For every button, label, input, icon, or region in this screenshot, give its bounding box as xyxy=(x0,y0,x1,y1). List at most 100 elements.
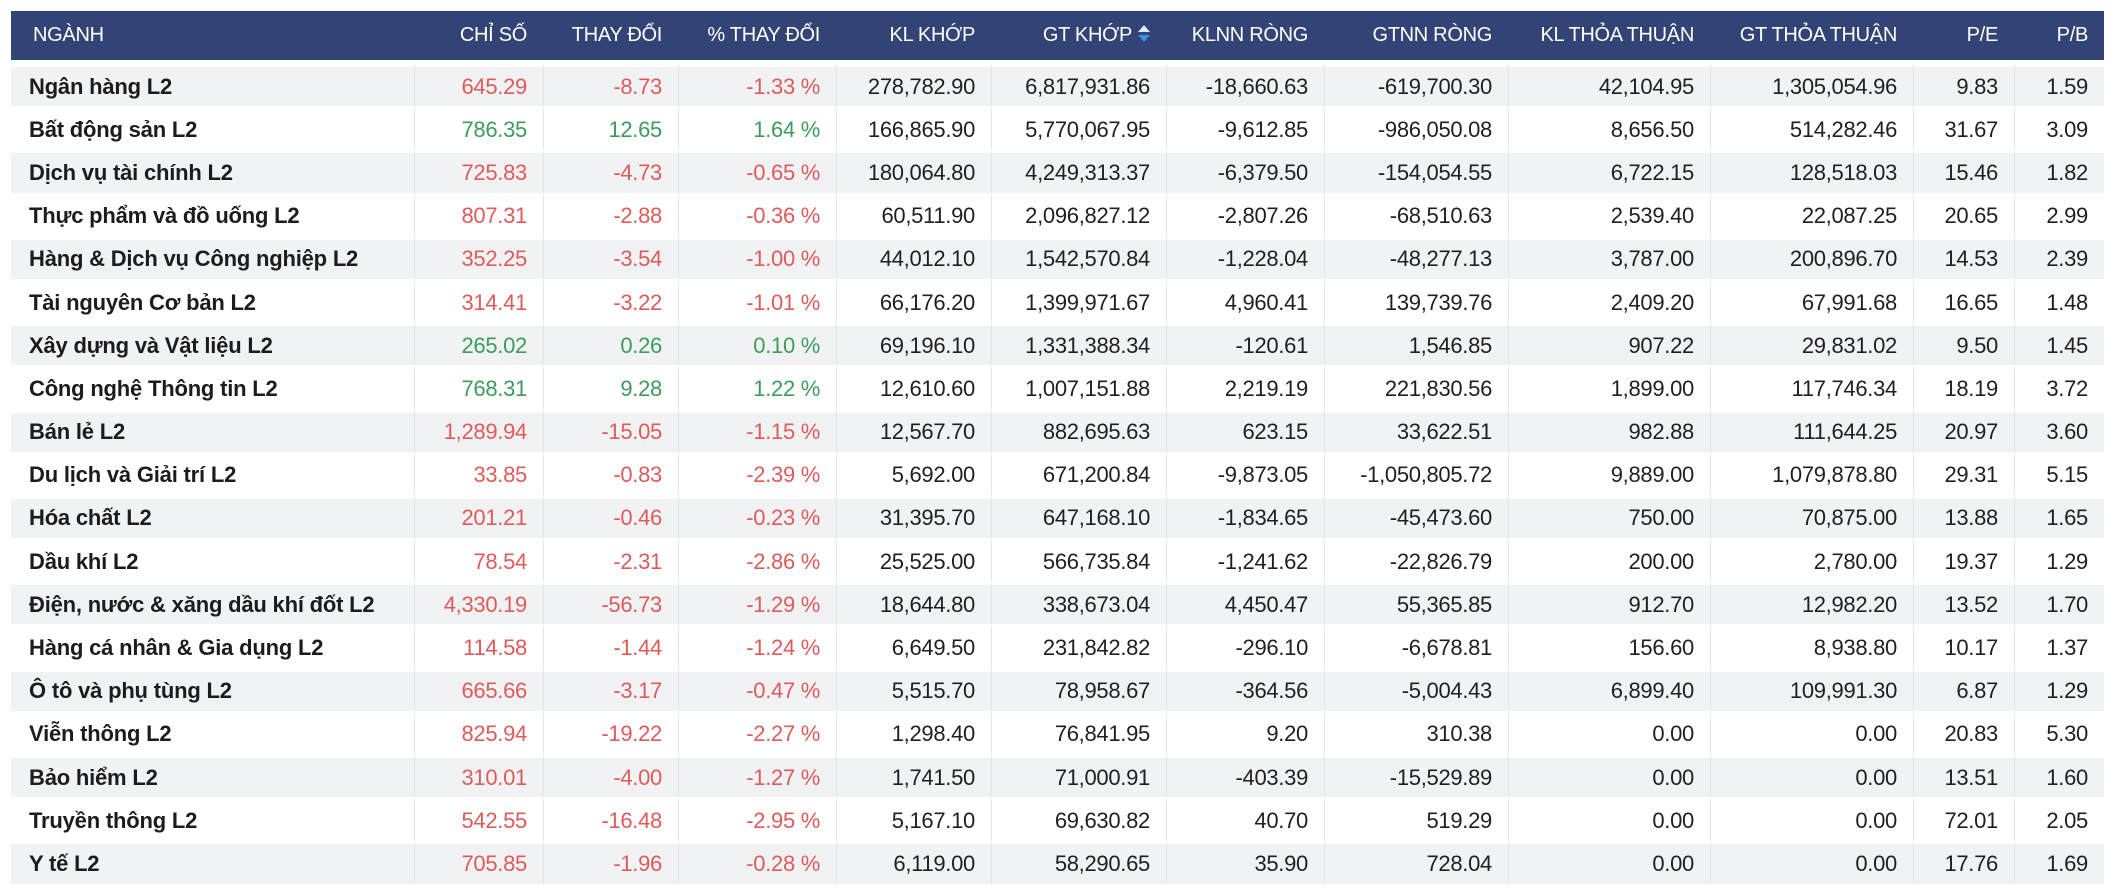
column-header-gtnn-rong[interactable]: GTNN RÒNG xyxy=(1324,11,1508,63)
gtnn-rong-value: -1,050,805.72 xyxy=(1324,451,1508,495)
table-row[interactable]: Ngân hàng L2 645.29 -8.73 -1.33 % 278,78… xyxy=(11,63,2104,107)
table-row[interactable]: Dịch vụ tài chính L2 725.83 -4.73 -0.65 … xyxy=(11,149,2104,193)
sector-name[interactable]: Y tế L2 xyxy=(11,840,414,884)
sector-name[interactable]: Ngân hàng L2 xyxy=(11,63,414,107)
sector-name[interactable]: Xây dựng và Vật liệu L2 xyxy=(11,322,414,366)
table-row[interactable]: Truyền thông L2 542.55 -16.48 -2.95 % 5,… xyxy=(11,797,2104,841)
pct-change-value: -2.27 % xyxy=(678,710,836,754)
sector-name[interactable]: Thực phẩm và đồ uống L2 xyxy=(11,192,414,236)
pb-value: 2.99 xyxy=(2014,192,2104,236)
index-value: 705.85 xyxy=(414,840,543,884)
sector-name[interactable]: Công nghệ Thông tin L2 xyxy=(11,365,414,409)
sector-name[interactable]: Bảo hiểm L2 xyxy=(11,754,414,798)
pb-value: 1.69 xyxy=(2014,840,2104,884)
gtnn-rong-value: 221,830.56 xyxy=(1324,365,1508,409)
table-row[interactable]: Hóa chất L2 201.21 -0.46 -0.23 % 31,395.… xyxy=(11,494,2104,539)
table-row[interactable]: Y tế L2 705.85 -1.96 -0.28 % 6,119.00 58… xyxy=(11,840,2104,884)
sector-name[interactable]: Ô tô và phụ tùng L2 xyxy=(11,667,414,711)
gt-thoa-thuan-value: 29,831.02 xyxy=(1710,322,1913,366)
sector-name[interactable]: Truyền thông L2 xyxy=(11,797,414,841)
column-header-nganh[interactable]: NGÀNH xyxy=(11,11,414,63)
pe-value: 20.97 xyxy=(1913,408,2014,452)
sector-name[interactable]: Bán lẻ L2 xyxy=(11,408,414,452)
sort-desc-icon[interactable] xyxy=(1138,24,1150,43)
pe-value: 20.83 xyxy=(1913,710,2014,754)
table-row[interactable]: Tài nguyên Cơ bản L2 314.41 -3.22 -1.01 … xyxy=(11,278,2104,323)
column-header-pe[interactable]: P/E xyxy=(1913,11,2014,63)
gt-khop-value: 882,695.63 xyxy=(991,408,1166,452)
column-header-kl-thoa-thuan[interactable]: KL THỎA THUẬN xyxy=(1508,11,1710,63)
kl-khop-value: 6,119.00 xyxy=(836,840,991,884)
kl-thoa-thuan-value: 2,409.20 xyxy=(1508,278,1710,323)
kl-thoa-thuan-value: 156.60 xyxy=(1508,624,1710,668)
index-value: 201.21 xyxy=(414,494,543,539)
table-row[interactable]: Bán lẻ L2 1,289.94 -15.05 -1.15 % 12,567… xyxy=(11,408,2104,452)
sector-name[interactable]: Viễn thông L2 xyxy=(11,710,414,754)
gt-thoa-thuan-value: 22,087.25 xyxy=(1710,192,1913,236)
gtnn-rong-value: -15,529.89 xyxy=(1324,754,1508,798)
column-header-label: GT THỎA THUẬN xyxy=(1739,24,1898,46)
gtnn-rong-value: 728.04 xyxy=(1324,840,1508,884)
column-header-pct-thay-doi[interactable]: % THAY ĐỔI xyxy=(678,11,836,63)
column-header-label: GTNN RÒNG xyxy=(1372,24,1492,46)
sector-name[interactable]: Điện, nước & xăng dầu khí đốt L2 xyxy=(11,581,414,625)
table-header-row: NGÀNH CHỈ SỐ THAY ĐỔI % THAY ĐỔI KL KHỚP… xyxy=(11,11,2104,63)
table-row[interactable]: Ô tô và phụ tùng L2 665.66 -3.17 -0.47 %… xyxy=(11,667,2104,711)
sector-name[interactable]: Bất động sản L2 xyxy=(11,106,414,150)
column-header-kl-khop[interactable]: KL KHỚP xyxy=(836,11,991,63)
column-header-label: KLNN RÒNG xyxy=(1191,24,1309,46)
pb-value: 2.39 xyxy=(2014,235,2104,279)
table-row[interactable]: Thực phẩm và đồ uống L2 807.31 -2.88 -0.… xyxy=(11,192,2104,236)
column-header-chi-so[interactable]: CHỈ SỐ xyxy=(414,11,543,63)
kl-khop-value: 5,692.00 xyxy=(836,451,991,495)
column-header-klnn-rong[interactable]: KLNN RÒNG xyxy=(1166,11,1324,63)
table-row[interactable]: Điện, nước & xăng dầu khí đốt L2 4,330.1… xyxy=(11,581,2104,625)
change-value: -16.48 xyxy=(543,797,678,841)
sector-name[interactable]: Dầu khí L2 xyxy=(11,538,414,582)
table-row[interactable]: Bảo hiểm L2 310.01 -4.00 -1.27 % 1,741.5… xyxy=(11,754,2104,798)
column-header-gt-thoa-thuan[interactable]: GT THỎA THUẬN xyxy=(1710,11,1913,63)
table-row[interactable]: Du lịch và Giải trí L2 33.85 -0.83 -2.39… xyxy=(11,451,2104,495)
table-row[interactable]: Công nghệ Thông tin L2 768.31 9.28 1.22 … xyxy=(11,365,2104,409)
klnn-rong-value: 623.15 xyxy=(1166,408,1324,452)
gtnn-rong-value: -22,826.79 xyxy=(1324,538,1508,582)
change-value: -1.96 xyxy=(543,840,678,884)
column-header-pb[interactable]: P/B xyxy=(2014,11,2104,63)
gt-khop-value: 2,096,827.12 xyxy=(991,192,1166,236)
gt-thoa-thuan-value: 12,982.20 xyxy=(1710,581,1913,625)
gt-thoa-thuan-value: 0.00 xyxy=(1710,754,1913,798)
sector-name[interactable]: Hóa chất L2 xyxy=(11,494,414,539)
table-row[interactable]: Viễn thông L2 825.94 -19.22 -2.27 % 1,29… xyxy=(11,710,2104,754)
kl-thoa-thuan-value: 907.22 xyxy=(1508,322,1710,366)
column-header-label: % THAY ĐỔI xyxy=(707,24,820,46)
sector-name[interactable]: Hàng & Dịch vụ Công nghiệp L2 xyxy=(11,235,414,279)
gt-thoa-thuan-value: 200,896.70 xyxy=(1710,235,1913,279)
index-value: 78.54 xyxy=(414,538,543,582)
gtnn-rong-value: -6,678.81 xyxy=(1324,624,1508,668)
table-row[interactable]: Xây dựng và Vật liệu L2 265.02 0.26 0.10… xyxy=(11,322,2104,366)
gtnn-rong-value: -48,277.13 xyxy=(1324,235,1508,279)
table-row[interactable]: Hàng cá nhân & Gia dụng L2 114.58 -1.44 … xyxy=(11,624,2104,668)
kl-thoa-thuan-value: 3,787.00 xyxy=(1508,235,1710,279)
column-header-label: CHỈ SỐ xyxy=(459,24,527,46)
pct-change-value: -0.36 % xyxy=(678,192,836,236)
sector-name[interactable]: Dịch vụ tài chính L2 xyxy=(11,149,414,193)
table-row[interactable]: Hàng & Dịch vụ Công nghiệp L2 352.25 -3.… xyxy=(11,235,2104,279)
column-header-gt-khop[interactable]: GT KHỚP xyxy=(991,11,1166,63)
pb-value: 3.72 xyxy=(2014,365,2104,409)
pb-value: 1.29 xyxy=(2014,667,2104,711)
sector-name[interactable]: Hàng cá nhân & Gia dụng L2 xyxy=(11,624,414,668)
column-header-thay-doi[interactable]: THAY ĐỔI xyxy=(543,11,678,63)
sector-name[interactable]: Du lịch và Giải trí L2 xyxy=(11,451,414,495)
index-value: 114.58 xyxy=(414,624,543,668)
kl-thoa-thuan-value: 0.00 xyxy=(1508,840,1710,884)
gtnn-rong-value: 55,365.85 xyxy=(1324,581,1508,625)
change-value: -15.05 xyxy=(543,408,678,452)
table-row[interactable]: Dầu khí L2 78.54 -2.31 -2.86 % 25,525.00… xyxy=(11,538,2104,582)
index-value: 725.83 xyxy=(414,149,543,193)
klnn-rong-value: 9.20 xyxy=(1166,710,1324,754)
sector-name[interactable]: Tài nguyên Cơ bản L2 xyxy=(11,278,414,323)
kl-thoa-thuan-value: 750.00 xyxy=(1508,494,1710,539)
table-row[interactable]: Bất động sản L2 786.35 12.65 1.64 % 166,… xyxy=(11,106,2104,150)
gtnn-rong-value: 519.29 xyxy=(1324,797,1508,841)
